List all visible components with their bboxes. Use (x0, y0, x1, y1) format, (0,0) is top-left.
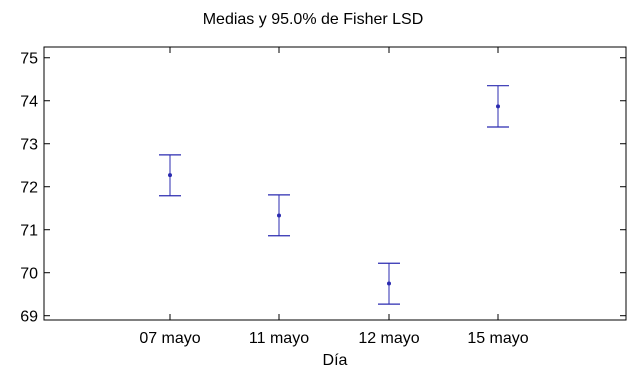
mean-point (496, 104, 500, 109)
y-tick-label: 72 (20, 180, 38, 197)
error-bar (487, 85, 509, 128)
plot-frame (43, 46, 627, 321)
y-tick-label: 75 (20, 51, 38, 68)
y-tick-label: 74 (20, 94, 38, 111)
x-tick-label: 11 mayo (249, 330, 309, 347)
mean-point (168, 173, 172, 178)
error-bar (268, 194, 290, 237)
x-axis-title: Día (323, 352, 348, 369)
y-tick-label: 70 (20, 266, 38, 283)
y-axis: 69 70 71 72 73 74 75 (20, 51, 626, 326)
y-tick-label: 73 (20, 137, 38, 154)
y-tick-label: 71 (20, 223, 38, 240)
x-tick-label: 15 mayo (467, 330, 528, 347)
y-tick-label: 69 (20, 309, 38, 326)
error-bar (378, 262, 400, 305)
mean-point (277, 213, 281, 218)
mean-point (387, 281, 391, 286)
means-series (159, 85, 509, 305)
chart-title: Medias y 95.0% de Fisher LSD (203, 11, 424, 28)
x-axis: 07 mayo 11 mayo 12 mayo 15 mayo (139, 47, 529, 347)
x-tick-label: 07 mayo (139, 330, 200, 347)
error-bar (159, 154, 181, 197)
x-tick-label: 12 mayo (358, 330, 419, 347)
